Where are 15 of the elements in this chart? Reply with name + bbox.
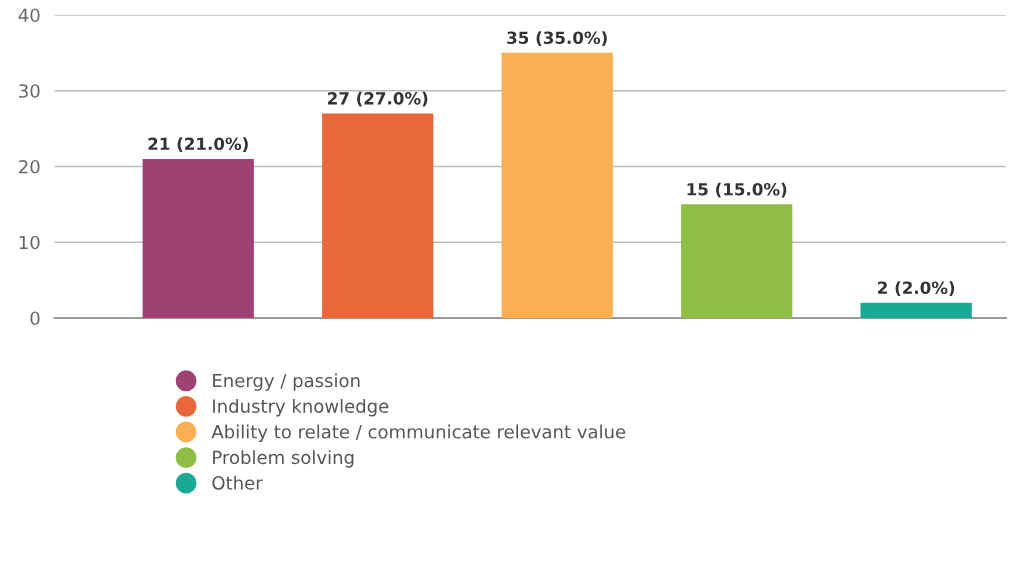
data-label: 27 (27.0%) [328, 91, 428, 107]
data-label: 15 (15.0%) [687, 182, 787, 198]
y-tick-label: 10 [19, 235, 40, 250]
y-tick-label: 30 [19, 84, 40, 98]
data-label: 2 (2.0%) [878, 281, 955, 296]
legend-label: Energy / passion [213, 373, 360, 391]
y-tick-label: 0 [30, 311, 40, 326]
legend-label: Problem solving [213, 450, 354, 468]
legend-label: Ability to relate / communicate relevant value [211, 424, 626, 443]
data-label: 21 (21.0%) [148, 137, 248, 153]
data-label: 35 (35.0%) [507, 31, 607, 47]
legend-label: Industry knowledge [213, 398, 389, 417]
y-tick-label: 20 [19, 159, 40, 174]
y-tick-label: 40 [18, 8, 40, 23]
legend-label: Other [212, 475, 263, 490]
